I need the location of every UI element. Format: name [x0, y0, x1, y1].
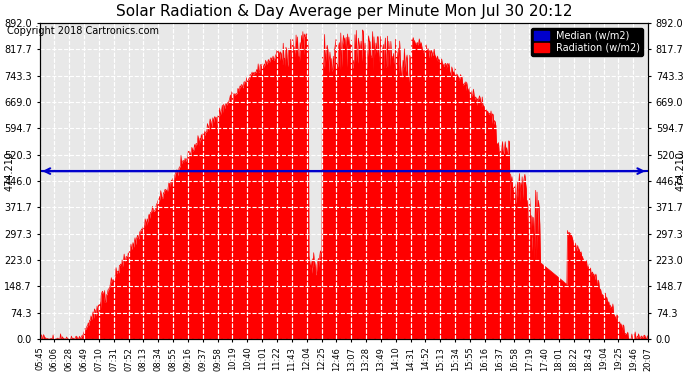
Text: 474.210: 474.210 [676, 151, 686, 191]
Text: Copyright 2018 Cartronics.com: Copyright 2018 Cartronics.com [7, 26, 159, 36]
Text: 474.210: 474.210 [5, 151, 14, 191]
Legend: Median (w/m2), Radiation (w/m2): Median (w/m2), Radiation (w/m2) [531, 28, 643, 56]
Title: Solar Radiation & Day Average per Minute Mon Jul 30 20:12: Solar Radiation & Day Average per Minute… [115, 4, 572, 19]
